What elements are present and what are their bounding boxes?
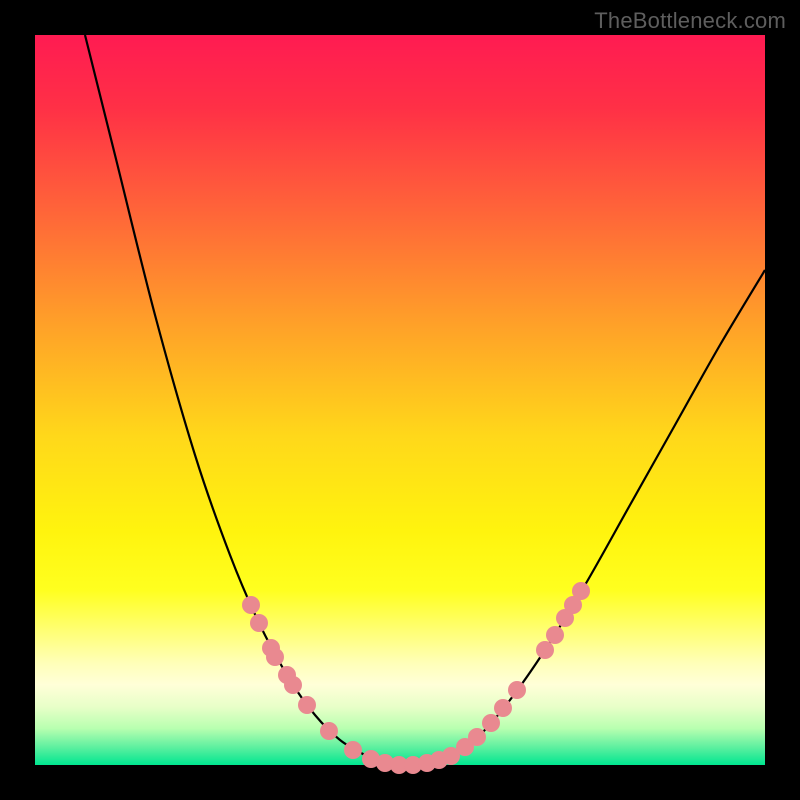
curve-marker bbox=[242, 596, 260, 614]
curve-marker bbox=[546, 626, 564, 644]
curve-marker bbox=[494, 699, 512, 717]
curve-marker bbox=[250, 614, 268, 632]
curve-marker bbox=[298, 696, 316, 714]
curve-marker bbox=[508, 681, 526, 699]
curve-marker bbox=[284, 676, 302, 694]
curve-markers bbox=[242, 582, 590, 774]
bottleneck-chart bbox=[35, 35, 765, 765]
curve-marker bbox=[482, 714, 500, 732]
curve-marker bbox=[320, 722, 338, 740]
curve-marker bbox=[536, 641, 554, 659]
curve-marker bbox=[572, 582, 590, 600]
bottleneck-curve bbox=[85, 35, 765, 765]
chart-overlay bbox=[35, 35, 765, 765]
curve-marker bbox=[266, 648, 284, 666]
watermark-text: TheBottleneck.com bbox=[594, 8, 786, 34]
curve-marker bbox=[468, 728, 486, 746]
curve-marker bbox=[344, 741, 362, 759]
